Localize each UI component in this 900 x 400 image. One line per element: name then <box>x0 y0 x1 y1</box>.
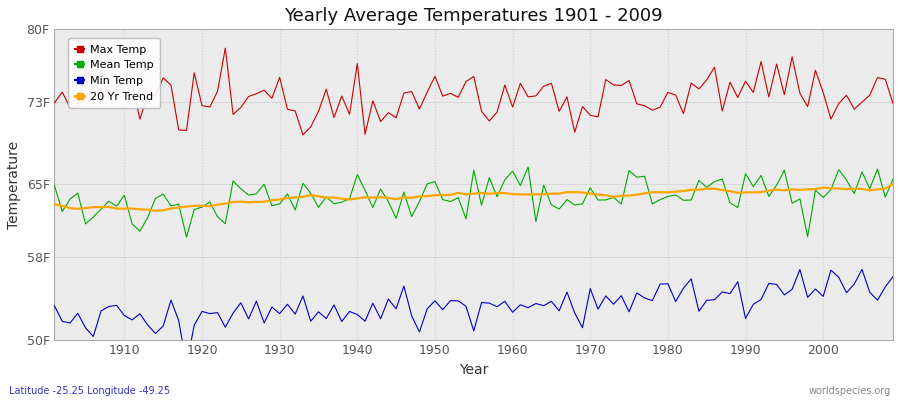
Legend: Max Temp, Mean Temp, Min Temp, 20 Yr Trend: Max Temp, Mean Temp, Min Temp, 20 Yr Tre… <box>68 38 160 108</box>
Text: Latitude -25.25 Longitude -49.25: Latitude -25.25 Longitude -49.25 <box>9 386 170 396</box>
Text: worldspecies.org: worldspecies.org <box>809 386 891 396</box>
Title: Yearly Average Temperatures 1901 - 2009: Yearly Average Temperatures 1901 - 2009 <box>284 7 663 25</box>
X-axis label: Year: Year <box>459 363 489 377</box>
Y-axis label: Temperature: Temperature <box>7 140 21 228</box>
